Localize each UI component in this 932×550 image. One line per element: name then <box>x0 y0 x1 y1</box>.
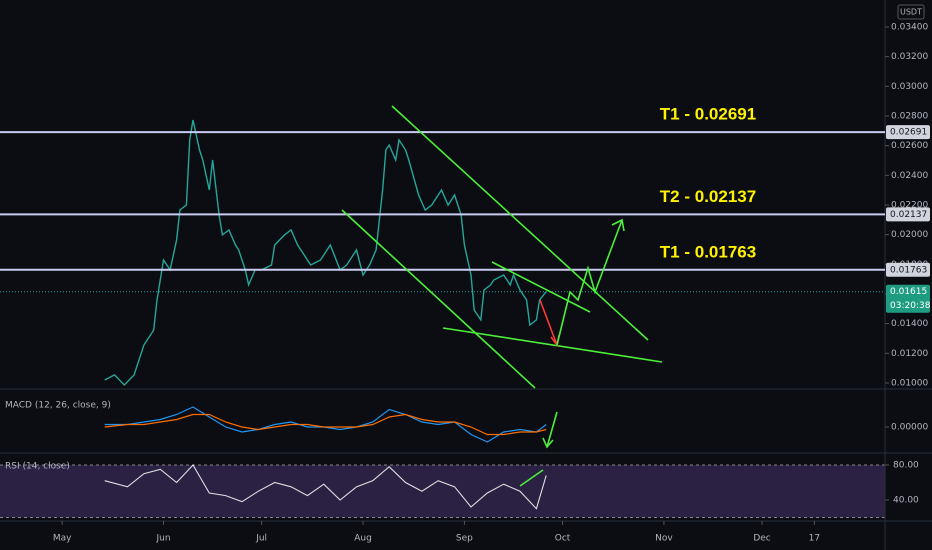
level-annotation: T1 - 0.01763 <box>660 242 756 261</box>
level-price-box <box>886 125 930 140</box>
current-price-label: 0.01615 <box>890 287 927 297</box>
unit-label: USDT <box>900 8 922 17</box>
y-tick-label: 0.01400 <box>891 319 928 329</box>
y-tick-label: 0.03400 <box>891 22 928 32</box>
current-price-box <box>886 284 930 313</box>
x-tick-label: Jun <box>155 534 170 544</box>
price-line <box>104 119 547 387</box>
level-price-label: 0.02137 <box>890 210 927 220</box>
y-tick-label: 0.02800 <box>891 111 928 121</box>
x-tick-label: May <box>53 534 72 544</box>
level-annotation: T2 - 0.02137 <box>660 187 756 206</box>
level-price-box <box>886 262 930 277</box>
arrow <box>542 411 558 449</box>
x-tick-label: Nov <box>655 534 673 544</box>
rsi-line <box>104 464 547 510</box>
trend-line <box>491 261 591 313</box>
countdown: 03:20:38 <box>890 301 931 311</box>
y-tick-label: 0.01000 <box>891 378 928 388</box>
trend-line <box>442 327 663 363</box>
y-tick-label: 0.02000 <box>891 230 928 240</box>
level-price-label: 0.01763 <box>890 265 927 275</box>
y-tick-label: 0.01200 <box>891 349 928 359</box>
drawings <box>341 105 663 487</box>
trend-line <box>391 105 649 341</box>
macd-tick-label: 0.00000 <box>891 423 928 433</box>
level-annotation: T1 - 0.02691 <box>660 105 756 124</box>
y-tick-label: 0.03000 <box>891 82 928 92</box>
x-tick-label: Aug <box>354 534 372 544</box>
x-tick-label: 17 <box>809 534 820 544</box>
rsi-tick-label: 80.00 <box>893 460 919 470</box>
y-tick-label: 0.02200 <box>891 200 928 210</box>
arrow <box>556 218 625 346</box>
macd-title: MACD (12, 26, close, 9) <box>5 401 111 411</box>
macd-line <box>104 413 547 436</box>
rsi-tick-label: 40.00 <box>893 495 919 505</box>
y-tick-label: 0.02600 <box>891 141 928 151</box>
level-price-label: 0.02691 <box>890 128 927 138</box>
macd-line <box>104 406 547 443</box>
trend-line <box>341 209 536 389</box>
unit-box <box>897 4 925 20</box>
rsi-band <box>0 464 885 518</box>
y-tick-label: 0.03200 <box>891 52 928 62</box>
trend-line <box>519 469 544 487</box>
x-tick-label: Dec <box>753 534 770 544</box>
x-tick-label: Sep <box>456 534 473 544</box>
rsi-title: RSI (14, close) <box>5 462 70 472</box>
x-tick-label: Jul <box>255 534 267 544</box>
level-price-box <box>886 207 930 222</box>
x-tick-label: Oct <box>555 534 571 544</box>
y-tick-label: 0.02400 <box>891 171 928 181</box>
